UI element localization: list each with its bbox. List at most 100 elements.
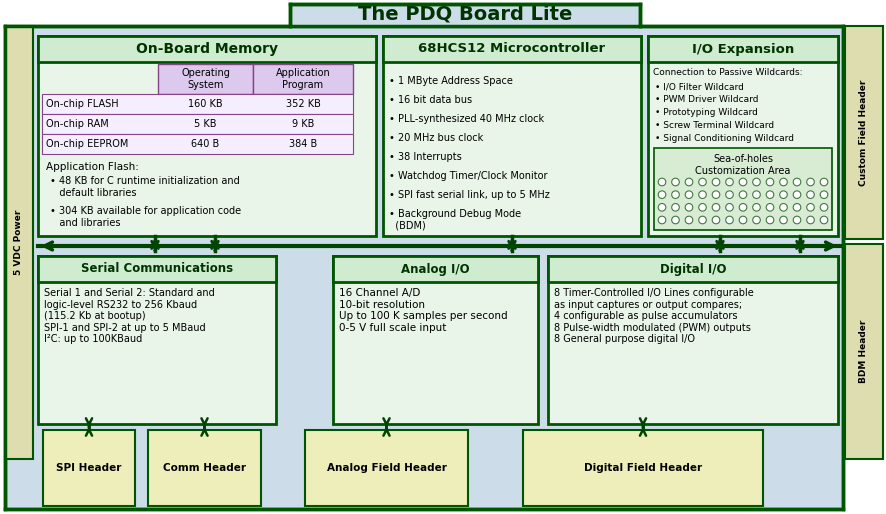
- Bar: [648, 36, 837, 236]
- Circle shape: [671, 178, 679, 186]
- Text: • Background Debug Mode
  (BDM): • Background Debug Mode (BDM): [389, 209, 521, 231]
- Circle shape: [820, 178, 827, 186]
- Circle shape: [779, 216, 787, 224]
- Bar: [43, 430, 135, 506]
- Text: On-chip RAM: On-chip RAM: [46, 119, 109, 129]
- Text: Comm Header: Comm Header: [163, 463, 245, 473]
- Text: • SPI fast serial link, up to 5 MHz: • SPI fast serial link, up to 5 MHz: [389, 190, 549, 200]
- Circle shape: [657, 204, 665, 211]
- Text: Application
Program: Application Program: [276, 68, 330, 90]
- Circle shape: [766, 178, 773, 186]
- Circle shape: [657, 191, 665, 198]
- Circle shape: [698, 204, 705, 211]
- Text: Digital I/O: Digital I/O: [659, 263, 726, 276]
- Text: Custom Field Header: Custom Field Header: [859, 79, 867, 186]
- Circle shape: [766, 204, 773, 211]
- Bar: [253, 64, 353, 94]
- Circle shape: [711, 191, 719, 198]
- Circle shape: [657, 216, 665, 224]
- Bar: [42, 114, 353, 134]
- Bar: [5, 26, 33, 459]
- Bar: [844, 26, 882, 239]
- Text: • I/O Filter Wildcard: • I/O Filter Wildcard: [654, 82, 743, 91]
- Circle shape: [820, 216, 827, 224]
- Circle shape: [792, 204, 800, 211]
- Bar: [548, 256, 837, 424]
- Text: On-chip EEPROM: On-chip EEPROM: [46, 139, 128, 149]
- Circle shape: [725, 204, 733, 211]
- Bar: [332, 256, 538, 424]
- Text: Analog Field Header: Analog Field Header: [326, 463, 446, 473]
- Text: 5 VDC Power: 5 VDC Power: [14, 210, 23, 275]
- Circle shape: [766, 191, 773, 198]
- Text: 384 B: 384 B: [289, 139, 317, 149]
- Circle shape: [792, 216, 800, 224]
- Bar: [148, 430, 260, 506]
- Text: SPI Header: SPI Header: [56, 463, 121, 473]
- Circle shape: [805, 191, 813, 198]
- Circle shape: [738, 216, 746, 224]
- Text: 8 Timer-Controlled I/O Lines configurable
as input captures or output compares;
: 8 Timer-Controlled I/O Lines configurabl…: [554, 288, 753, 344]
- Circle shape: [738, 178, 746, 186]
- Text: On-chip FLASH: On-chip FLASH: [46, 99, 119, 109]
- Bar: [653, 148, 831, 230]
- Circle shape: [725, 191, 733, 198]
- Circle shape: [711, 216, 719, 224]
- Bar: [844, 244, 882, 459]
- Circle shape: [820, 204, 827, 211]
- Text: 5 KB: 5 KB: [194, 119, 216, 129]
- Circle shape: [684, 204, 692, 211]
- Bar: [383, 36, 641, 62]
- Text: BDM Header: BDM Header: [859, 320, 867, 383]
- Text: 160 KB: 160 KB: [188, 99, 222, 109]
- Text: • Signal Conditioning Wildcard: • Signal Conditioning Wildcard: [654, 134, 793, 143]
- Circle shape: [725, 216, 733, 224]
- Circle shape: [711, 178, 719, 186]
- Text: • 1 MByte Address Space: • 1 MByte Address Space: [389, 76, 512, 86]
- Circle shape: [779, 204, 787, 211]
- Text: • 48 KB for C runtime initialization and
   default libraries: • 48 KB for C runtime initialization and…: [50, 176, 239, 197]
- Circle shape: [792, 191, 800, 198]
- Text: • Prototyping Wildcard: • Prototyping Wildcard: [654, 108, 757, 117]
- Text: Application Flash:: Application Flash:: [46, 162, 139, 172]
- Text: Connection to Passive Wildcards:: Connection to Passive Wildcards:: [652, 68, 802, 77]
- Text: 9 KB: 9 KB: [291, 119, 314, 129]
- Text: • 38 Interrupts: • 38 Interrupts: [389, 152, 462, 162]
- Text: Operating
System: Operating System: [181, 68, 229, 90]
- Bar: [523, 430, 762, 506]
- Bar: [648, 36, 837, 62]
- Text: • 304 KB available for application code
   and libraries: • 304 KB available for application code …: [50, 206, 241, 228]
- Circle shape: [792, 178, 800, 186]
- Text: • Screw Terminal Wildcard: • Screw Terminal Wildcard: [654, 121, 773, 130]
- Text: Digital Field Header: Digital Field Header: [583, 463, 702, 473]
- Text: Serial Communications: Serial Communications: [81, 263, 233, 276]
- Bar: [305, 430, 468, 506]
- Circle shape: [684, 216, 692, 224]
- Circle shape: [725, 178, 733, 186]
- Circle shape: [752, 178, 759, 186]
- Text: 352 KB: 352 KB: [285, 99, 320, 109]
- Circle shape: [684, 178, 692, 186]
- Circle shape: [779, 191, 787, 198]
- Circle shape: [805, 204, 813, 211]
- Circle shape: [711, 204, 719, 211]
- Circle shape: [698, 216, 705, 224]
- Circle shape: [684, 191, 692, 198]
- Text: • Watchdog Timer/Clock Monitor: • Watchdog Timer/Clock Monitor: [389, 171, 547, 181]
- Bar: [42, 134, 353, 154]
- Circle shape: [671, 216, 679, 224]
- Text: Sea-of-holes
Customization Area: Sea-of-holes Customization Area: [695, 154, 789, 176]
- Text: Analog I/O: Analog I/O: [400, 263, 470, 276]
- Text: I/O Expansion: I/O Expansion: [691, 43, 793, 56]
- Circle shape: [698, 178, 705, 186]
- Circle shape: [698, 191, 705, 198]
- Text: The PDQ Board Lite: The PDQ Board Lite: [357, 5, 571, 24]
- Bar: [38, 36, 376, 62]
- Text: • 20 MHz bus clock: • 20 MHz bus clock: [389, 133, 483, 143]
- Circle shape: [779, 178, 787, 186]
- Bar: [158, 64, 253, 94]
- Circle shape: [671, 191, 679, 198]
- Circle shape: [820, 191, 827, 198]
- Text: On-Board Memory: On-Board Memory: [136, 42, 277, 56]
- Bar: [332, 256, 538, 282]
